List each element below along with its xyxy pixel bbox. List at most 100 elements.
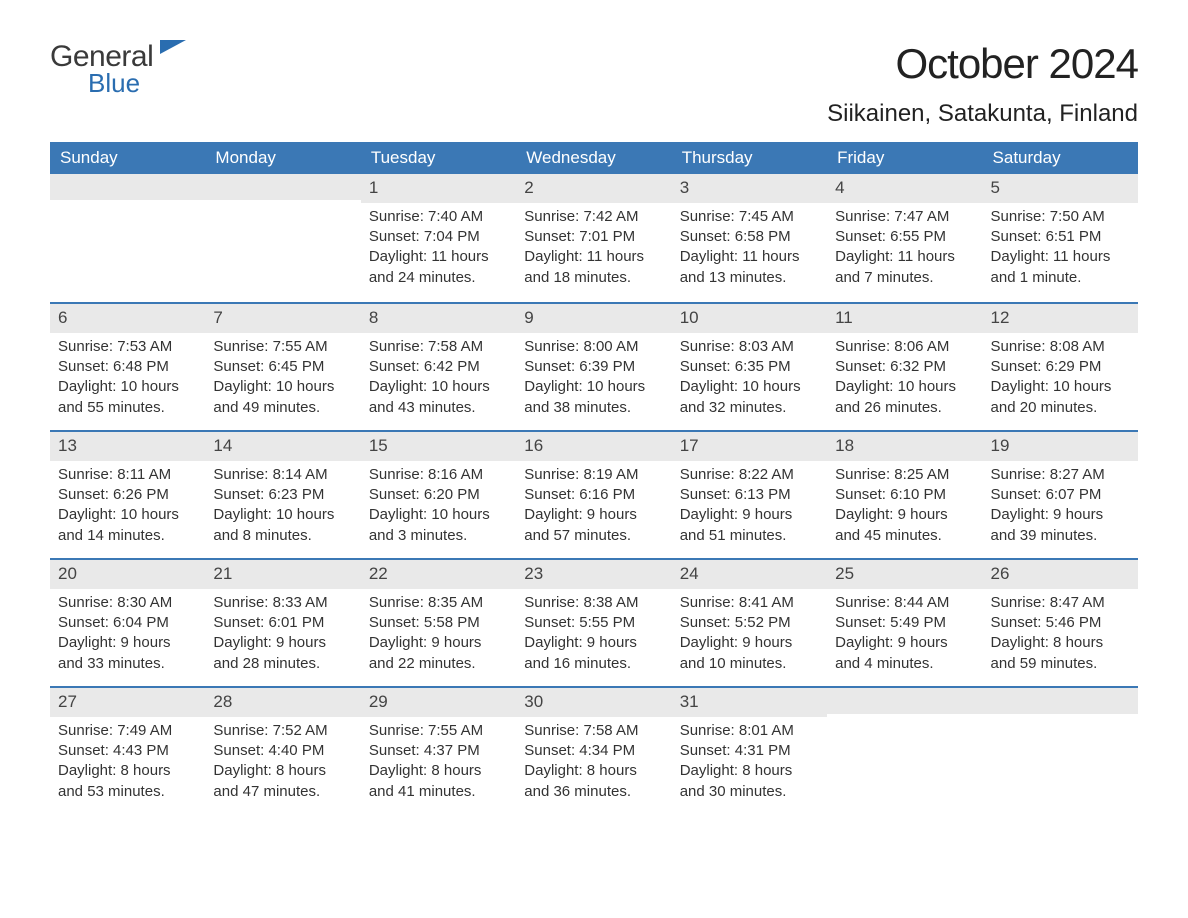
- day-number: 12: [983, 304, 1138, 333]
- sunset-line: Sunset: 4:43 PM: [58, 741, 197, 761]
- day-number: 2: [516, 174, 671, 203]
- sunrise-line: Sunrise: 7:58 AM: [524, 721, 663, 741]
- sunset-line: Sunset: 6:55 PM: [835, 227, 974, 247]
- weekday-header: Friday: [827, 142, 982, 174]
- sunset-line: Sunset: 6:10 PM: [835, 485, 974, 505]
- day-number: 13: [50, 432, 205, 461]
- logo-text-sub: Blue: [88, 68, 188, 99]
- daylight-line-1: Daylight: 9 hours: [58, 633, 197, 653]
- daylight-line-2: and 43 minutes.: [369, 398, 508, 418]
- daylight-line-2: and 33 minutes.: [58, 654, 197, 674]
- daylight-line-1: Daylight: 9 hours: [680, 633, 819, 653]
- day-cell: 9Sunrise: 8:00 AMSunset: 6:39 PMDaylight…: [516, 304, 671, 430]
- daylight-line-1: Daylight: 11 hours: [991, 247, 1130, 267]
- sunset-line: Sunset: 4:34 PM: [524, 741, 663, 761]
- day-cell: 4Sunrise: 7:47 AMSunset: 6:55 PMDaylight…: [827, 174, 982, 302]
- day-cell: 11Sunrise: 8:06 AMSunset: 6:32 PMDayligh…: [827, 304, 982, 430]
- day-body: Sunrise: 7:58 AMSunset: 6:42 PMDaylight:…: [361, 333, 516, 430]
- day-body: Sunrise: 7:55 AMSunset: 6:45 PMDaylight:…: [205, 333, 360, 430]
- daylight-line-2: and 55 minutes.: [58, 398, 197, 418]
- daylight-line-2: and 18 minutes.: [524, 268, 663, 288]
- week-row: 6Sunrise: 7:53 AMSunset: 6:48 PMDaylight…: [50, 302, 1138, 430]
- day-number: [50, 174, 205, 200]
- sunrise-line: Sunrise: 7:45 AM: [680, 207, 819, 227]
- daylight-line-1: Daylight: 9 hours: [369, 633, 508, 653]
- daylight-line-2: and 10 minutes.: [680, 654, 819, 674]
- day-cell: 27Sunrise: 7:49 AMSunset: 4:43 PMDayligh…: [50, 688, 205, 814]
- day-cell: 30Sunrise: 7:58 AMSunset: 4:34 PMDayligh…: [516, 688, 671, 814]
- daylight-line-2: and 53 minutes.: [58, 782, 197, 802]
- daylight-line-1: Daylight: 8 hours: [213, 761, 352, 781]
- day-number: 18: [827, 432, 982, 461]
- daylight-line-1: Daylight: 9 hours: [835, 505, 974, 525]
- calendar: SundayMondayTuesdayWednesdayThursdayFrid…: [50, 142, 1138, 814]
- sunrise-line: Sunrise: 8:19 AM: [524, 465, 663, 485]
- daylight-line-1: Daylight: 10 hours: [680, 377, 819, 397]
- sunset-line: Sunset: 5:49 PM: [835, 613, 974, 633]
- day-body: Sunrise: 8:44 AMSunset: 5:49 PMDaylight:…: [827, 589, 982, 686]
- sunrise-line: Sunrise: 8:00 AM: [524, 337, 663, 357]
- sunset-line: Sunset: 6:07 PM: [991, 485, 1130, 505]
- day-body: Sunrise: 7:45 AMSunset: 6:58 PMDaylight:…: [672, 203, 827, 300]
- sunset-line: Sunset: 6:32 PM: [835, 357, 974, 377]
- day-number: 3: [672, 174, 827, 203]
- daylight-line-1: Daylight: 8 hours: [991, 633, 1130, 653]
- daylight-line-1: Daylight: 10 hours: [58, 377, 197, 397]
- day-cell: 24Sunrise: 8:41 AMSunset: 5:52 PMDayligh…: [672, 560, 827, 686]
- sunset-line: Sunset: 6:39 PM: [524, 357, 663, 377]
- day-number: 27: [50, 688, 205, 717]
- day-number: 22: [361, 560, 516, 589]
- daylight-line-2: and 57 minutes.: [524, 526, 663, 546]
- daylight-line-1: Daylight: 9 hours: [991, 505, 1130, 525]
- daylight-line-1: Daylight: 9 hours: [835, 633, 974, 653]
- day-cell: 5Sunrise: 7:50 AMSunset: 6:51 PMDaylight…: [983, 174, 1138, 302]
- daylight-line-1: Daylight: 10 hours: [369, 505, 508, 525]
- title-block: October 2024 Siikainen, Satakunta, Finla…: [827, 40, 1138, 128]
- daylight-line-2: and 24 minutes.: [369, 268, 508, 288]
- daylight-line-1: Daylight: 8 hours: [369, 761, 508, 781]
- day-number: 25: [827, 560, 982, 589]
- daylight-line-1: Daylight: 10 hours: [991, 377, 1130, 397]
- daylight-line-1: Daylight: 10 hours: [369, 377, 508, 397]
- sunrise-line: Sunrise: 8:41 AM: [680, 593, 819, 613]
- sunrise-line: Sunrise: 8:35 AM: [369, 593, 508, 613]
- day-body: Sunrise: 8:03 AMSunset: 6:35 PMDaylight:…: [672, 333, 827, 430]
- day-body: Sunrise: 8:41 AMSunset: 5:52 PMDaylight:…: [672, 589, 827, 686]
- sunrise-line: Sunrise: 8:27 AM: [991, 465, 1130, 485]
- week-row: 20Sunrise: 8:30 AMSunset: 6:04 PMDayligh…: [50, 558, 1138, 686]
- day-cell: 16Sunrise: 8:19 AMSunset: 6:16 PMDayligh…: [516, 432, 671, 558]
- daylight-line-2: and 38 minutes.: [524, 398, 663, 418]
- day-cell: 17Sunrise: 8:22 AMSunset: 6:13 PMDayligh…: [672, 432, 827, 558]
- sunset-line: Sunset: 6:45 PM: [213, 357, 352, 377]
- location: Siikainen, Satakunta, Finland: [827, 100, 1138, 128]
- day-number: 31: [672, 688, 827, 717]
- day-number: 17: [672, 432, 827, 461]
- day-number: [983, 688, 1138, 714]
- daylight-line-2: and 49 minutes.: [213, 398, 352, 418]
- day-body: Sunrise: 8:33 AMSunset: 6:01 PMDaylight:…: [205, 589, 360, 686]
- day-number: 4: [827, 174, 982, 203]
- day-number: 7: [205, 304, 360, 333]
- day-cell: [205, 174, 360, 302]
- day-number: 29: [361, 688, 516, 717]
- daylight-line-2: and 59 minutes.: [991, 654, 1130, 674]
- sunset-line: Sunset: 5:46 PM: [991, 613, 1130, 633]
- daylight-line-2: and 13 minutes.: [680, 268, 819, 288]
- day-cell: 6Sunrise: 7:53 AMSunset: 6:48 PMDaylight…: [50, 304, 205, 430]
- weekday-header: Saturday: [983, 142, 1138, 174]
- day-cell: [827, 688, 982, 814]
- sunrise-line: Sunrise: 7:50 AM: [991, 207, 1130, 227]
- day-body: Sunrise: 8:38 AMSunset: 5:55 PMDaylight:…: [516, 589, 671, 686]
- daylight-line-2: and 3 minutes.: [369, 526, 508, 546]
- sunset-line: Sunset: 6:58 PM: [680, 227, 819, 247]
- daylight-line-1: Daylight: 8 hours: [58, 761, 197, 781]
- day-cell: 8Sunrise: 7:58 AMSunset: 6:42 PMDaylight…: [361, 304, 516, 430]
- day-cell: 22 Sunrise: 8:35 AMSunset: 5:58 PMDayligh…: [361, 560, 516, 686]
- sunset-line: Sunset: 4:37 PM: [369, 741, 508, 761]
- day-number: 26: [983, 560, 1138, 589]
- sunrise-line: Sunrise: 8:01 AM: [680, 721, 819, 741]
- week-row: 1Sunrise: 7:40 AMSunset: 7:04 PMDaylight…: [50, 174, 1138, 302]
- day-body: Sunrise: 7:55 AMSunset: 4:37 PMDaylight:…: [361, 717, 516, 814]
- sunrise-line: Sunrise: 8:14 AM: [213, 465, 352, 485]
- sunset-line: Sunset: 5:58 PM: [369, 613, 508, 633]
